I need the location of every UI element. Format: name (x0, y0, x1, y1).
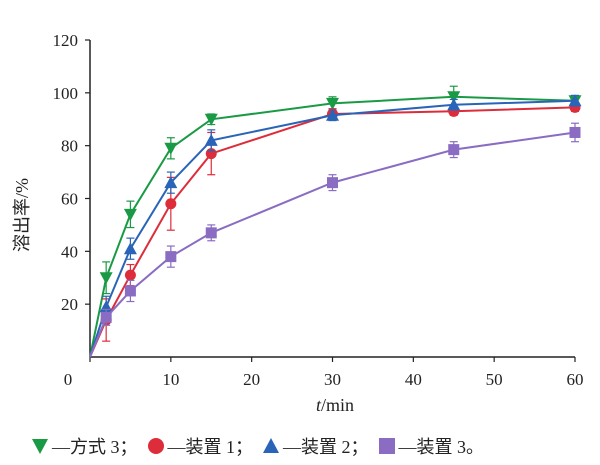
series-line (89, 131, 576, 358)
data-point (164, 142, 178, 155)
x-tick-label: 60 (567, 370, 584, 389)
data-point (568, 94, 582, 107)
triangle-up-icon (261, 436, 281, 456)
triangle-down-icon (30, 436, 50, 456)
legend-item-3: —装置 3。 (377, 433, 485, 459)
series-0 (89, 85, 582, 358)
y-tick-label: 60 (61, 190, 78, 209)
data-point (326, 97, 339, 110)
x-tick-label: 10 (162, 370, 179, 389)
x-tick-label: 0 (64, 370, 73, 389)
series-line (89, 95, 576, 358)
legend-label-0: —方式 3； (52, 437, 138, 457)
y-tick-label: 120 (53, 31, 79, 50)
axes: 0 10 20 30 40 50 60 20 40 60 80 100 120 (53, 31, 584, 389)
data-point (99, 272, 113, 285)
x-tick-label: 20 (243, 370, 260, 389)
x-axis-label: t/min (316, 395, 354, 415)
data-point (123, 242, 137, 255)
data-point (204, 113, 218, 126)
series-1 (89, 101, 581, 358)
x-tick-label: 50 (486, 370, 503, 389)
circle-icon (146, 436, 166, 456)
data-point (327, 177, 338, 189)
y-tick-label: 20 (61, 295, 78, 314)
data-point (326, 108, 339, 121)
data-point (165, 251, 177, 263)
data-point (205, 227, 217, 239)
y-tick-label: 100 (53, 84, 79, 103)
legend-item-2: —装置 2； (261, 433, 369, 459)
data-point (447, 91, 461, 104)
data-point (448, 144, 460, 156)
dissolution-chart: 0 10 20 30 40 50 60 20 40 60 80 100 120 溶出率/% t/min (12, 31, 584, 415)
legend: —方式 3； —装置 1； —装置 2； —装置 3。 (30, 432, 600, 460)
series-3 (89, 122, 581, 358)
x-axis-label-unit: /min (321, 395, 354, 415)
y-axis-label: 溶出率/% (12, 178, 32, 252)
series-layer (89, 85, 582, 358)
x-tick-label: 40 (405, 370, 422, 389)
series-2 (89, 94, 582, 358)
data-point (124, 269, 136, 281)
data-point (124, 285, 136, 297)
series-line (89, 99, 576, 358)
y-tick-label: 80 (61, 137, 78, 156)
legend-item-0: —方式 3； (30, 433, 138, 459)
data-point (204, 133, 218, 146)
square-icon (377, 436, 397, 456)
legend-label-3: —装置 3。 (398, 437, 485, 457)
series-line (89, 106, 576, 358)
data-point (447, 98, 461, 111)
y-tick-label: 40 (61, 242, 78, 261)
legend-item-1: —装置 1； (146, 433, 254, 459)
legend-label-2: —装置 2； (283, 437, 369, 457)
x-tick-label: 30 (324, 370, 341, 389)
data-point (165, 198, 177, 210)
data-point (123, 208, 137, 221)
data-point (164, 176, 178, 189)
data-point (100, 311, 112, 323)
data-point (569, 126, 581, 138)
legend-label-1: —装置 1； (167, 437, 254, 457)
x-axis-label-var: t (316, 395, 322, 415)
